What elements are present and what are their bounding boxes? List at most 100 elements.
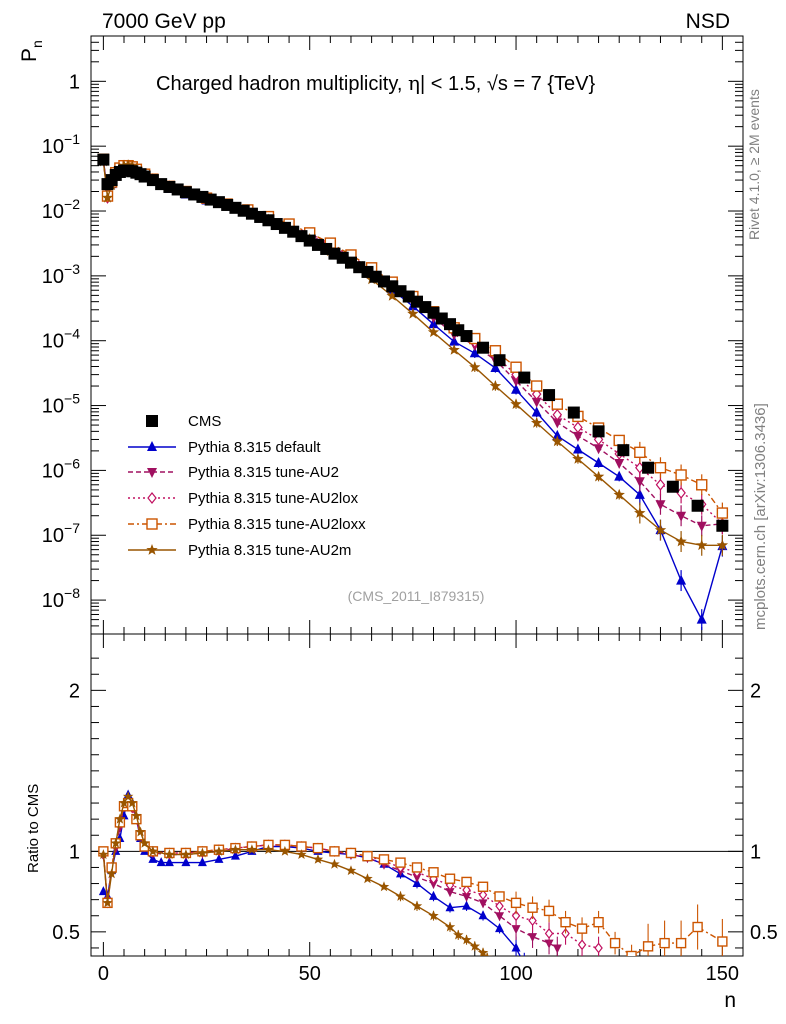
data-point bbox=[511, 942, 521, 952]
data-point bbox=[572, 443, 583, 454]
x-axis-title: n bbox=[724, 989, 736, 1012]
rivet-label: Rivet 4.1.0, ≥ 2M events bbox=[746, 89, 762, 240]
data-point bbox=[139, 837, 150, 848]
data-point bbox=[279, 845, 291, 856]
data-point bbox=[296, 849, 307, 859]
data-point bbox=[572, 431, 583, 442]
data-point bbox=[675, 469, 687, 481]
data-point bbox=[634, 507, 646, 518]
data-point bbox=[345, 847, 357, 859]
data-point bbox=[429, 880, 439, 890]
data-point bbox=[528, 933, 538, 943]
data-point bbox=[593, 916, 604, 928]
data-point bbox=[230, 850, 240, 860]
data-point bbox=[444, 873, 456, 884]
data-point bbox=[511, 383, 522, 394]
legend-label: CMS bbox=[188, 413, 221, 430]
data-point bbox=[511, 910, 521, 922]
data-point bbox=[551, 398, 564, 410]
beam-label: 7000 GeV pp bbox=[102, 10, 226, 33]
ratio-tick-label: 0.5 bbox=[52, 922, 80, 944]
data-point bbox=[407, 307, 419, 319]
data-point bbox=[462, 884, 471, 896]
data-point bbox=[181, 857, 191, 867]
data-point bbox=[609, 937, 621, 949]
data-point bbox=[102, 897, 113, 908]
data-point bbox=[716, 507, 729, 519]
data-point bbox=[461, 876, 472, 888]
data-point bbox=[510, 361, 522, 373]
data-point bbox=[666, 480, 679, 493]
y-tick-label: 10−3 bbox=[42, 261, 80, 288]
data-point bbox=[560, 916, 571, 928]
data-point bbox=[642, 461, 655, 474]
y-tick-label: 10−8 bbox=[42, 585, 80, 612]
data-point bbox=[312, 842, 324, 854]
data-point bbox=[230, 844, 241, 855]
legend-label: Pythia 8.315 tune-AU2 bbox=[188, 464, 339, 481]
ratio-tick-label-right: 1 bbox=[750, 841, 761, 863]
ratio-series-2 bbox=[98, 799, 562, 956]
data-point bbox=[469, 347, 480, 358]
data-point bbox=[495, 900, 504, 912]
data-point bbox=[411, 862, 423, 873]
data-point bbox=[531, 416, 543, 428]
data-point bbox=[460, 330, 473, 343]
data-point bbox=[147, 468, 157, 478]
data-point bbox=[659, 937, 670, 949]
data-point bbox=[362, 850, 373, 862]
data-point bbox=[448, 344, 460, 355]
data-point bbox=[127, 797, 138, 808]
data-point bbox=[214, 853, 224, 863]
data-point bbox=[461, 934, 472, 945]
ratio-line bbox=[102, 802, 723, 956]
ratio-tick-label: 1 bbox=[69, 841, 80, 863]
series-line bbox=[102, 159, 723, 514]
legend: CMS Pythia 8.315 default Pythia 8.315 tune… bbox=[128, 413, 366, 559]
data-point bbox=[263, 844, 274, 855]
process-label: NSD bbox=[686, 10, 730, 33]
data-point bbox=[481, 952, 493, 956]
data-point bbox=[118, 797, 130, 808]
axes-group: 0 50 100 150110−110−210−310−410−510−610−710… bbox=[42, 35, 778, 985]
data-point bbox=[147, 441, 157, 451]
data-point bbox=[386, 290, 398, 301]
data-point bbox=[654, 524, 667, 535]
data-point bbox=[147, 845, 159, 856]
legend-label: Pythia 8.315 default bbox=[188, 439, 321, 456]
data-point bbox=[110, 837, 121, 848]
data-point bbox=[135, 826, 146, 837]
data-point bbox=[634, 446, 646, 459]
data-point bbox=[696, 521, 707, 532]
data-point bbox=[345, 865, 357, 876]
series-cms bbox=[97, 153, 729, 532]
data-point bbox=[552, 418, 563, 429]
data-point bbox=[395, 890, 406, 901]
y-tick-label: 10−7 bbox=[42, 520, 80, 547]
data-point bbox=[531, 397, 542, 408]
data-point bbox=[573, 421, 583, 434]
data-point bbox=[676, 511, 687, 522]
data-point bbox=[329, 858, 340, 869]
data-point bbox=[197, 847, 208, 858]
legend-entry-1: Pythia 8.315 default bbox=[128, 439, 321, 456]
data-point bbox=[634, 477, 645, 488]
data-point bbox=[676, 574, 687, 585]
x-tick-label: 0 bbox=[98, 963, 109, 985]
data-point bbox=[395, 857, 406, 868]
data-point bbox=[692, 921, 703, 933]
data-point bbox=[518, 371, 531, 384]
data-point bbox=[642, 941, 654, 952]
data-point bbox=[131, 810, 142, 821]
data-point bbox=[489, 380, 502, 391]
data-point bbox=[567, 406, 580, 419]
data-point bbox=[655, 478, 666, 491]
data-point bbox=[592, 425, 605, 438]
data-point bbox=[101, 191, 114, 203]
y-tick-label: 10−6 bbox=[42, 455, 80, 482]
x-tick-label: 50 bbox=[299, 963, 321, 985]
data-point bbox=[427, 326, 440, 338]
data-point bbox=[717, 936, 728, 947]
analysis-label: (CMS_2011_I879315) bbox=[348, 588, 485, 604]
